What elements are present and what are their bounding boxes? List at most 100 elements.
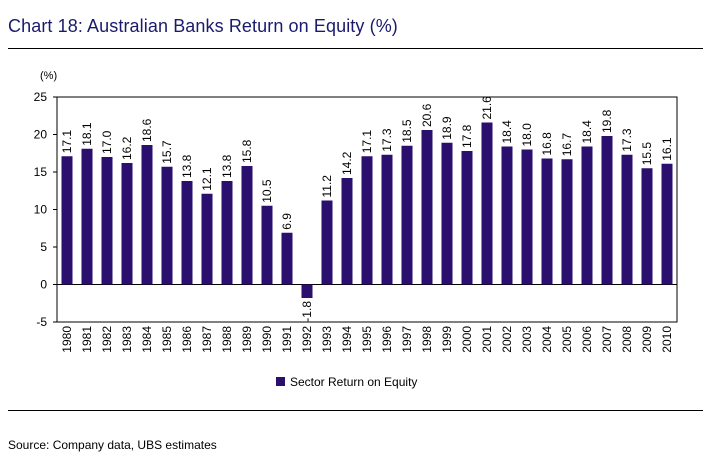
y-tick-label: 0 (40, 278, 47, 292)
value-label-1989: 15.8 (240, 139, 254, 163)
value-label-1986: 13.8 (180, 154, 194, 178)
value-label-1998: 20.6 (420, 103, 434, 127)
x-tick-label-1989: 1989 (240, 326, 254, 353)
y-tick-label: -5 (36, 315, 47, 329)
value-label-1981: 18.1 (80, 122, 94, 146)
x-tick-label-1996: 1996 (380, 326, 394, 353)
x-tick-label-1997: 1997 (400, 326, 414, 353)
y-axis-label: (%) (40, 70, 57, 82)
value-label-2004: 16.8 (540, 132, 554, 156)
bar-2002 (501, 146, 513, 285)
x-tick-label-1991: 1991 (280, 326, 294, 353)
value-label-1988: 13.8 (220, 154, 234, 178)
bar-2001 (481, 122, 493, 285)
bottom-divider (8, 410, 703, 411)
x-tick-label-1988: 1988 (220, 326, 234, 353)
value-label-2005: 16.7 (560, 133, 574, 157)
value-label-1994: 14.2 (340, 151, 354, 175)
value-label-1980: 17.1 (60, 130, 74, 154)
bar-1989 (241, 166, 253, 285)
x-tick-label-1990: 1990 (260, 326, 274, 353)
value-label-1982: 17.0 (100, 130, 114, 154)
y-tick-label: 10 (34, 203, 48, 217)
top-divider (8, 48, 703, 49)
bar-2006 (581, 146, 593, 285)
value-label-2001: 21.6 (480, 96, 494, 120)
x-tick-label-2008: 2008 (620, 326, 634, 353)
x-tick-label-1980: 1980 (60, 326, 74, 353)
x-tick-label-2003: 2003 (520, 326, 534, 353)
value-label-2010: 16.1 (660, 137, 674, 161)
bar-1982 (101, 157, 113, 285)
bar-1998 (421, 130, 433, 285)
x-tick-label-2006: 2006 (580, 326, 594, 353)
x-tick-label-1984: 1984 (140, 326, 154, 353)
chart-title: Chart 18: Australian Banks Return on Equ… (8, 16, 398, 36)
x-tick-label-1995: 1995 (360, 326, 374, 353)
value-label-2000: 17.8 (460, 124, 474, 148)
bar-1981 (81, 148, 93, 285)
x-tick-label-2000: 2000 (460, 326, 474, 353)
x-tick-label-2004: 2004 (540, 326, 554, 353)
bar-1980 (61, 156, 73, 285)
x-tick-label-1982: 1982 (100, 326, 114, 353)
value-label-2006: 18.4 (580, 120, 594, 144)
bar-1985 (161, 166, 173, 285)
bar-1988 (221, 181, 233, 285)
bar-1993 (321, 200, 333, 285)
bar-2007 (601, 136, 613, 285)
x-tick-label-2005: 2005 (560, 326, 574, 353)
bar-2010 (661, 163, 673, 285)
bar-1992 (301, 284, 313, 298)
x-tick-label-2010: 2010 (660, 326, 674, 353)
x-tick-label-1992: 1992 (300, 326, 314, 353)
bar-1987 (201, 193, 213, 285)
value-label-1993: 11.2 (320, 175, 334, 198)
bar-2003 (521, 149, 533, 285)
value-label-2008: 17.3 (620, 128, 634, 152)
value-label-2002: 18.4 (500, 120, 514, 144)
x-tick-label-2001: 2001 (480, 326, 494, 353)
bar-2008 (621, 154, 633, 285)
source-note: Source: Company data, UBS estimates (8, 438, 217, 452)
x-tick-label-2002: 2002 (500, 326, 514, 353)
value-label-1992: -1.8 (300, 301, 314, 322)
bar-1990 (261, 205, 273, 285)
value-label-2009: 15.5 (640, 142, 654, 166)
x-tick-label-1986: 1986 (180, 326, 194, 353)
x-tick-label-1985: 1985 (160, 326, 174, 353)
bar-1983 (121, 163, 133, 285)
bar-1996 (381, 154, 393, 285)
x-tick-label-1987: 1987 (200, 326, 214, 353)
x-tick-label-1981: 1981 (80, 326, 94, 353)
legend-label: Sector Return on Equity (290, 375, 417, 389)
bar-1986 (181, 181, 193, 285)
y-tick-label: 25 (34, 90, 48, 104)
value-label-1996: 17.3 (380, 128, 394, 152)
x-tick-label-2009: 2009 (640, 326, 654, 353)
value-label-1984: 18.6 (140, 118, 154, 142)
x-tick-label-1993: 1993 (320, 326, 334, 353)
legend-swatch (276, 377, 285, 386)
value-label-1991: 6.9 (280, 213, 294, 230)
value-label-1983: 16.2 (120, 136, 134, 160)
bar-1991 (281, 232, 293, 285)
y-tick-label: 20 (34, 128, 48, 142)
value-label-1995: 17.1 (360, 130, 374, 154)
value-label-1987: 12.1 (200, 167, 214, 191)
x-tick-label-1994: 1994 (340, 326, 354, 353)
value-label-1997: 18.5 (400, 119, 414, 143)
x-tick-label-2007: 2007 (600, 326, 614, 353)
value-label-2007: 19.8 (600, 109, 614, 133)
value-label-2003: 18.0 (520, 123, 534, 147)
x-tick-label-1998: 1998 (420, 326, 434, 353)
value-label-1999: 18.9 (440, 116, 454, 140)
value-label-1990: 10.5 (260, 179, 274, 203)
bar-1994 (341, 178, 353, 285)
y-tick-label: 15 (34, 165, 48, 179)
bar-2005 (561, 159, 573, 285)
x-tick-label-1999: 1999 (440, 326, 454, 353)
bar-2009 (641, 168, 653, 285)
bar-1997 (401, 145, 413, 285)
